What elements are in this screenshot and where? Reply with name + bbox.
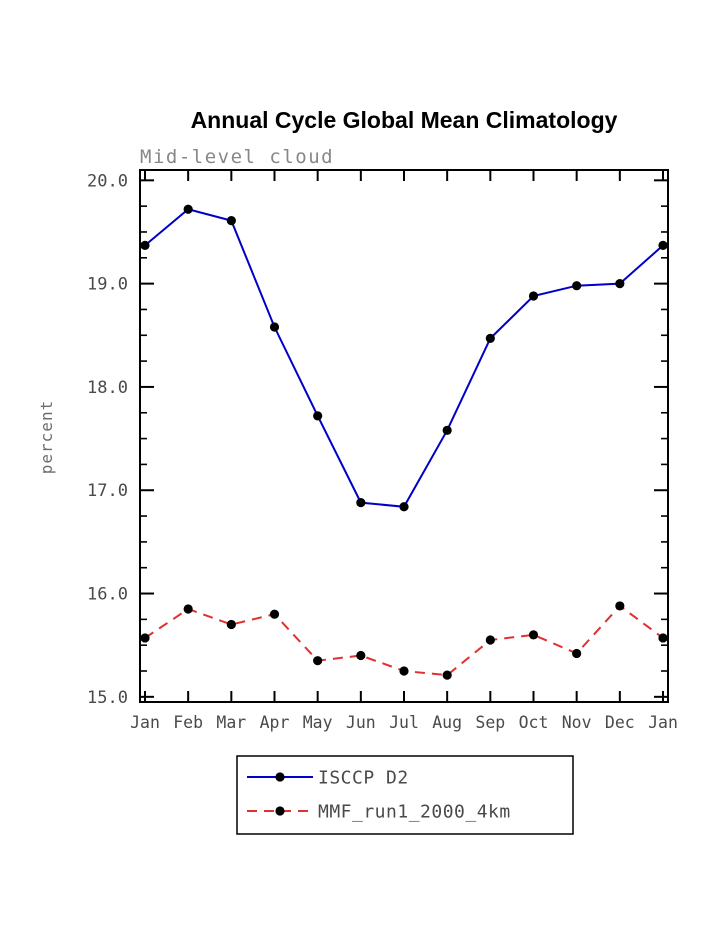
data-point-marker bbox=[183, 204, 193, 214]
chart-subtitle: Mid-level cloud bbox=[140, 146, 334, 168]
data-point-marker bbox=[485, 333, 495, 343]
legend-box: ISCCP D2 MMF_run1_2000_4km bbox=[236, 755, 574, 835]
series-line-1 bbox=[144, 604, 664, 677]
x-tick-label: Jun bbox=[346, 713, 376, 732]
x-tick-label: Feb bbox=[173, 713, 203, 732]
data-point-marker bbox=[356, 650, 366, 661]
data-point-marker bbox=[442, 425, 452, 435]
x-tick-label: Dec bbox=[605, 713, 635, 732]
x-tick-label: Oct bbox=[519, 713, 549, 732]
data-point-marker bbox=[528, 291, 539, 301]
data-point-marker bbox=[399, 502, 409, 512]
chart-title: Annual Cycle Global Mean Climatology bbox=[191, 107, 618, 133]
data-point-marker bbox=[140, 633, 150, 643]
y-tick-label: 20.0 bbox=[87, 171, 128, 191]
x-tick-label: Apr bbox=[260, 713, 290, 732]
plot-frame bbox=[139, 169, 669, 703]
y-tick-label: 17.0 bbox=[87, 481, 128, 501]
data-point-marker bbox=[572, 648, 582, 659]
y-tick-label: 15.0 bbox=[87, 688, 128, 708]
data-point-marker bbox=[313, 411, 323, 421]
data-point-marker bbox=[572, 281, 582, 291]
data-point-marker bbox=[226, 619, 236, 630]
data-point-marker bbox=[399, 666, 409, 676]
x-tick-label: Nov bbox=[562, 713, 592, 732]
data-point-marker bbox=[269, 609, 280, 619]
data-point-marker bbox=[485, 635, 495, 645]
x-tick-label: Aug bbox=[432, 713, 462, 732]
data-point-marker bbox=[313, 656, 323, 666]
y-axis-label: percent bbox=[37, 400, 56, 474]
data-point-marker bbox=[442, 670, 452, 680]
x-tick-label: Mar bbox=[216, 713, 246, 732]
axes: 15.0 16.0 17.0 18.0 19.0 20.0 Jan Feb Mar Apr May J… bbox=[87, 169, 678, 732]
y-tick-label: 18.0 bbox=[87, 378, 128, 398]
data-point-marker bbox=[356, 498, 366, 508]
x-tick-label: Jan bbox=[130, 713, 160, 732]
legend-border bbox=[236, 755, 574, 835]
data-point-marker bbox=[183, 604, 193, 614]
data-point-marker bbox=[226, 216, 236, 226]
legend-label: MMF_run1_2000_4km bbox=[318, 802, 511, 823]
data-point-marker bbox=[615, 601, 625, 611]
series-line-0 bbox=[144, 208, 664, 508]
data-point-marker bbox=[615, 279, 625, 289]
data-point-marker bbox=[269, 322, 280, 332]
x-tick-label: Jan bbox=[648, 713, 678, 732]
data-point-marker bbox=[140, 240, 150, 251]
data-series bbox=[140, 204, 668, 680]
data-point-marker bbox=[528, 630, 539, 640]
x-tick-label: May bbox=[303, 713, 333, 732]
legend-marker bbox=[275, 806, 285, 816]
data-point-marker bbox=[658, 240, 668, 251]
y-tick-label: 19.0 bbox=[87, 275, 128, 295]
y-tick-label: 16.0 bbox=[87, 585, 128, 605]
legend-marker bbox=[275, 772, 285, 782]
data-point-marker bbox=[658, 633, 668, 643]
x-tick-label: Sep bbox=[475, 713, 505, 732]
legend-label: ISCCP D2 bbox=[318, 768, 409, 789]
x-tick-label: Jul bbox=[389, 713, 419, 732]
